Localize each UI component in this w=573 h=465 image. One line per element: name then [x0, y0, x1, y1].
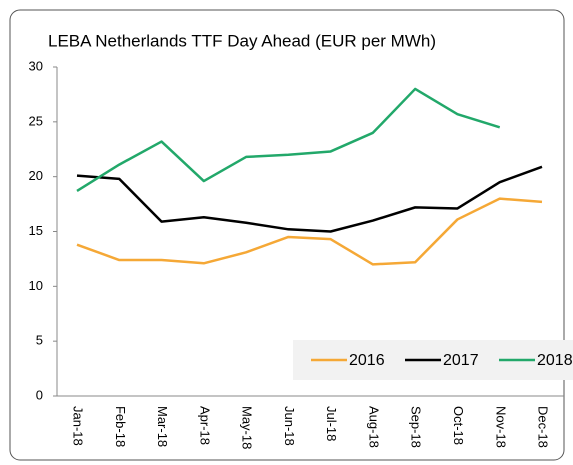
- y-tick-label: 20: [29, 168, 43, 183]
- series-line: [76, 197, 543, 266]
- chart-title: LEBA Netherlands TTF Day Ahead (EUR per …: [48, 31, 436, 50]
- y-tick-label: 30: [29, 58, 43, 73]
- legend-label: 2017: [443, 352, 479, 369]
- chart-frame: [9, 9, 565, 461]
- x-tick-label: May-18: [240, 406, 255, 449]
- x-tick-label: Nov-18: [493, 406, 508, 448]
- x-tick-label: Jul-18: [324, 406, 339, 441]
- y-tick-label: 5: [36, 333, 43, 348]
- x-tick-label: Jun-18: [282, 406, 297, 446]
- x-tick-label: Sep-18: [409, 406, 424, 448]
- x-tick-label: Oct-18: [451, 406, 466, 445]
- x-tick-label: Jan-18: [71, 406, 86, 446]
- y-tick-label: 10: [29, 278, 43, 293]
- x-tick-label: Feb-18: [113, 406, 128, 447]
- legend-label: 2016: [349, 352, 385, 369]
- series-line: [76, 165, 543, 233]
- y-tick-label: 25: [29, 113, 43, 128]
- legend-label: 2018: [537, 352, 573, 369]
- x-tick-label: Mar-18: [155, 406, 170, 447]
- x-tick-label: Dec-18: [536, 406, 551, 448]
- x-tick-label: Aug-18: [366, 406, 381, 448]
- x-tick-label: Apr-18: [197, 406, 212, 445]
- y-tick-label: 15: [29, 223, 43, 238]
- y-tick-label: 0: [36, 387, 43, 402]
- series-line: [76, 87, 501, 192]
